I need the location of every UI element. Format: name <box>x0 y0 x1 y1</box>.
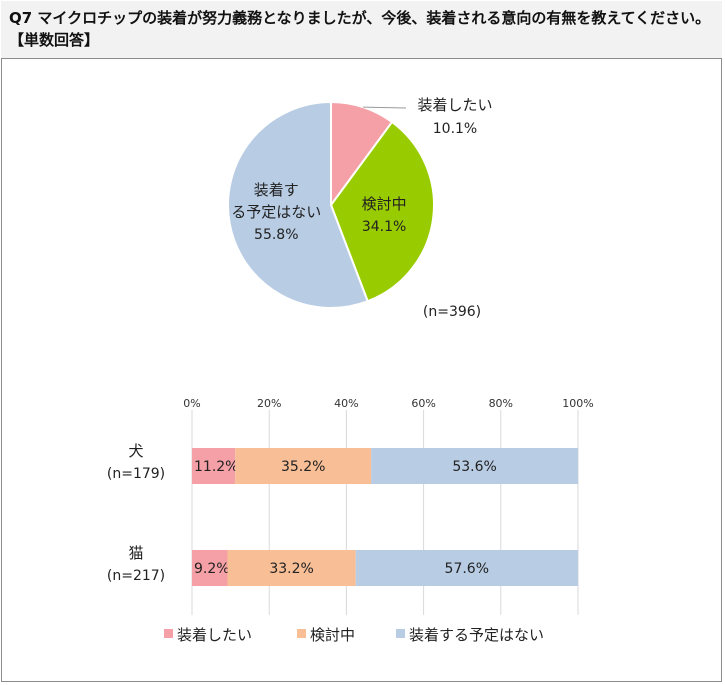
pie-value-label: 55.8% <box>254 227 298 243</box>
x-tick-label: 100% <box>562 397 593 410</box>
pie-leader-line <box>363 106 407 109</box>
x-tick-label: 0% <box>183 397 200 410</box>
legend-swatch <box>396 629 405 638</box>
pie-label-line: 装着す <box>254 181 299 199</box>
bar-data-label: 9.2% <box>194 561 230 577</box>
legend-swatch <box>164 629 173 638</box>
bar-data-label: 35.2% <box>281 459 325 475</box>
bar-segment <box>235 448 372 484</box>
bar-segment <box>227 550 356 586</box>
pie-value-label: 34.1% <box>362 219 406 235</box>
legend-label: 装着したい <box>177 626 252 644</box>
bar-data-label: 53.6% <box>452 459 496 475</box>
pie-slice <box>227 100 370 309</box>
bar-segment <box>192 550 228 586</box>
bar-data-label: 11.2% <box>194 459 238 475</box>
bar-segment <box>355 550 578 586</box>
x-tick-label: 80% <box>489 397 513 410</box>
legend-label: 検討中 <box>310 626 355 644</box>
x-tick-label: 60% <box>411 397 435 410</box>
category-label: 犬 <box>128 442 143 460</box>
pie-sample-size: (n=396) <box>423 304 481 320</box>
pie-value-label: 10.1% <box>433 121 477 137</box>
legend-swatch <box>297 629 306 638</box>
x-tick-label: 40% <box>334 397 358 410</box>
chart-legend: 装着したい 検討中 装着する予定はない <box>164 626 544 644</box>
pie-label-line: る予定はない <box>231 203 321 221</box>
x-tick-label: 20% <box>257 397 281 410</box>
bar-data-label: 33.2% <box>269 561 313 577</box>
bar-data-label: 57.6% <box>445 561 489 577</box>
stacked-bar-chart: 0% 20% 40% 60% 80% 100% 11.2% 35.2% 53.6% 犬 (n=179… <box>107 397 594 615</box>
question-text: Q7 マイクロチップの装着が努力義務となりましたが、今後、装着される意向の有無を… <box>9 9 711 49</box>
pie-label: 検討中 <box>362 195 407 213</box>
pie-label: 装着する予定はない <box>231 181 321 221</box>
category-sample-size: (n=217) <box>107 568 165 584</box>
legend-label: 装着する予定はない <box>409 626 544 644</box>
bar-segment <box>192 448 236 484</box>
pie-label: 装着したい <box>417 96 492 114</box>
pie-chart: 装着したい 10.1% 検討中 34.1% 装着する予定はない 55.8% (n=396) <box>227 96 493 320</box>
category-sample-size: (n=179) <box>107 466 165 482</box>
pie-slice <box>329 120 435 303</box>
bar-segment <box>371 448 578 484</box>
category-label: 猫 <box>128 544 143 562</box>
question-header: Q7 マイクロチップの装着が努力義務となりましたが、今後、装着される意向の有無を… <box>1 1 722 59</box>
